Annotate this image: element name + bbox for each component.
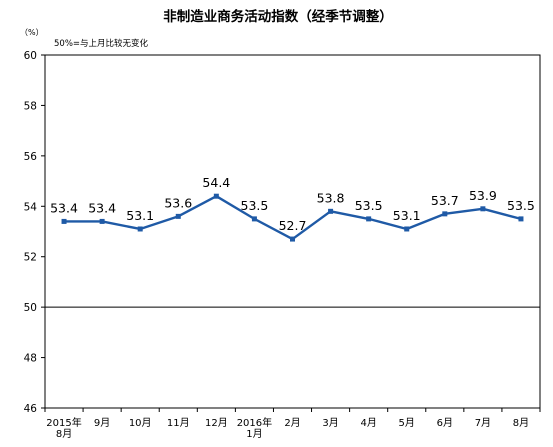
x-tick-label: 11月 (167, 417, 190, 429)
x-tick-label: 2016年 1月 (237, 416, 272, 440)
data-label: 53.5 (241, 198, 269, 213)
x-tick-label-line: 12月 (205, 417, 228, 429)
x-tick-label-line: 8月 (56, 428, 72, 440)
x-tick-label-line: 2月 (284, 417, 300, 429)
x-tick-label-line: 2015年 (46, 416, 81, 429)
x-tick-label: 2015年 8月 (46, 416, 81, 440)
data-point (442, 211, 448, 217)
data-label: 53.6 (164, 195, 192, 210)
y-tick-label: 46 (24, 403, 38, 415)
data-label: 53.9 (469, 188, 497, 203)
y-tick-label: 48 (24, 353, 37, 365)
x-tick-label: 12月 (205, 417, 228, 429)
x-tick-label-line: 10月 (129, 417, 152, 429)
data-label: 54.4 (202, 175, 230, 190)
y-tick-label: 50 (24, 302, 37, 314)
data-point (137, 226, 143, 232)
x-tick-label: 9月 (94, 417, 110, 429)
x-tick-label-line: 3月 (322, 417, 338, 429)
x-tick-label: 10月 (129, 417, 152, 429)
data-labels: 53.4 53.4 53.1 53.6 54.4 53.5 52.7 53.8 53.5 53.1… (50, 175, 535, 233)
x-tick-label-line: 8月 (513, 417, 529, 429)
data-label: 53.4 (50, 200, 78, 215)
data-label: 53.1 (393, 208, 421, 223)
y-tick-label: 54 (24, 201, 38, 213)
data-label: 53.5 (507, 198, 535, 213)
data-point (480, 206, 486, 212)
y-tick-label: 60 (24, 50, 37, 62)
data-point (61, 218, 67, 224)
series-group (61, 193, 524, 242)
x-tick-label-line: 1月 (246, 428, 262, 440)
data-point (328, 208, 334, 214)
data-label: 53.4 (88, 200, 116, 215)
plot-area (44, 54, 541, 409)
data-point (366, 216, 372, 222)
x-tick-label-line: 4月 (360, 417, 376, 429)
data-label: 53.1 (126, 208, 154, 223)
data-point (251, 216, 257, 222)
x-tick-label: 3月 (322, 417, 338, 429)
x-tick-label: 2月 (284, 417, 300, 429)
x-tick-label: 4月 (360, 417, 376, 429)
data-point (290, 236, 295, 242)
data-point (213, 193, 219, 199)
x-tick-label: 5月 (399, 417, 415, 429)
data-label: 53.7 (431, 193, 459, 208)
x-tick-label: 7月 (475, 417, 491, 429)
data-label: 53.5 (355, 198, 383, 213)
data-label: 52.7 (279, 218, 307, 233)
data-label: 53.8 (317, 190, 345, 205)
unit-label: （%） (20, 28, 44, 37)
chart-note: 50%=与上月比较无变化 (54, 38, 149, 49)
y-tick-label: 58 (24, 100, 37, 112)
x-tick-label-line: 9月 (94, 417, 110, 429)
x-tick-label-line: 5月 (399, 417, 415, 429)
x-tick-label-line: 6月 (437, 417, 453, 429)
x-tick-label-line: 2016年 (237, 416, 272, 429)
y-axis: 60 58 56 54 52 50 48 46 (24, 50, 45, 415)
y-tick-label: 52 (24, 252, 37, 264)
chart-title: 非制造业商务活动指数（经季节调整） (163, 8, 393, 25)
x-tick-label: 8月 (513, 417, 529, 429)
data-point (99, 218, 105, 224)
data-point (175, 213, 181, 219)
x-tick-label-line: 11月 (167, 417, 190, 429)
x-tick-label-line: 7月 (475, 417, 491, 429)
data-point (404, 226, 410, 232)
y-tick-label: 56 (24, 151, 38, 163)
data-point (518, 216, 524, 222)
x-tick-label: 6月 (437, 417, 453, 429)
